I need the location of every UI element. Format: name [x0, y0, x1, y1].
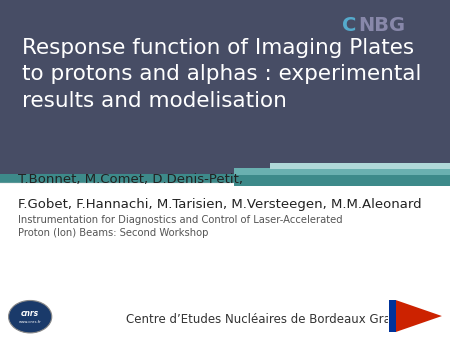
Circle shape	[9, 300, 52, 333]
Text: Instrumentation for Diagnostics and Control of Laser-Accelerated
Proton (Ion) Be: Instrumentation for Diagnostics and Cont…	[18, 215, 342, 238]
Text: www.cnrs.fr: www.cnrs.fr	[19, 320, 41, 324]
Polygon shape	[396, 300, 442, 332]
Text: C: C	[342, 16, 356, 35]
Bar	[388, 297, 446, 333]
Bar	[279, 0, 450, 47]
Text: T.Bonnet, M.Comet, D.Denis-Petit,: T.Bonnet, M.Comet, D.Denis-Petit,	[18, 173, 243, 186]
Text: Centre d’Etudes Nucléaires de Bordeaux Gradignan: Centre d’Etudes Nucléaires de Bordeaux G…	[126, 313, 432, 326]
Bar	[0, 183, 234, 186]
Bar	[0, 0, 450, 183]
Bar	[234, 168, 450, 175]
Bar	[270, 163, 450, 169]
Text: Response function of Imaging Plates
to protons and alphas : experimental
results: Response function of Imaging Plates to p…	[22, 38, 422, 111]
Text: cnrs: cnrs	[21, 309, 39, 318]
Text: NBG: NBG	[358, 16, 405, 35]
Bar	[0, 183, 450, 338]
Text: F.Gobet, F.Hannachi, M.Tarisien, M.Versteegen, M.M.Aleonard: F.Gobet, F.Hannachi, M.Tarisien, M.Verst…	[18, 198, 422, 211]
Bar	[0, 174, 450, 186]
Polygon shape	[389, 300, 396, 332]
